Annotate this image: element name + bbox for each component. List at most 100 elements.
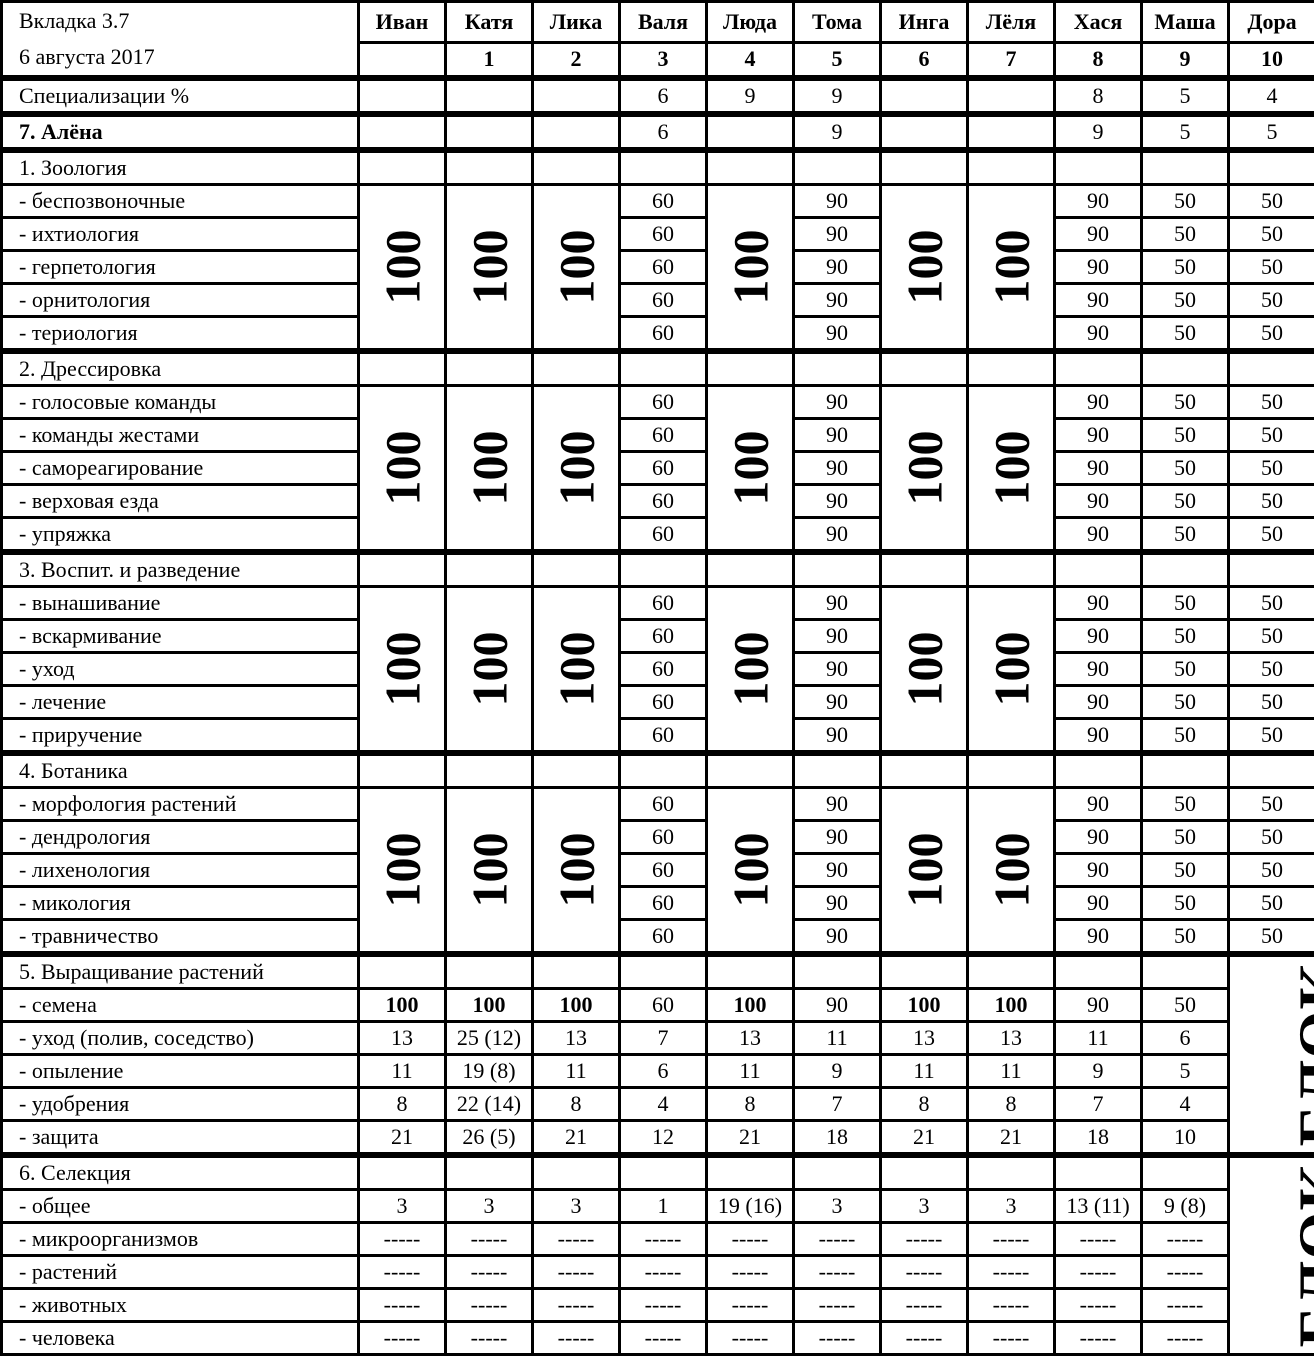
value-cell: 8	[531, 1086, 621, 1122]
value-cell: 9	[705, 75, 795, 116]
value-cell: 60	[618, 684, 708, 720]
value-cell: 8	[705, 1086, 795, 1122]
value-cell: 6	[1140, 1020, 1230, 1056]
value-cell: -----	[966, 1254, 1056, 1290]
value-cell: 3	[879, 1188, 969, 1224]
section-header-row: 3. Воспит. и разведение	[0, 549, 1314, 588]
value-cell: 90	[1053, 483, 1143, 519]
empty-cell	[444, 750, 534, 789]
value-cell: 1	[618, 1188, 708, 1224]
merged-value-cell: 100	[531, 585, 621, 755]
empty-cell	[966, 750, 1056, 789]
value-cell: 21	[531, 1119, 621, 1157]
rotated-value: 100	[374, 229, 430, 305]
value-cell: 90	[792, 516, 882, 554]
merged-value-cell: 100	[357, 585, 447, 755]
value-cell: 60	[618, 618, 708, 654]
value-cell: 8	[966, 1086, 1056, 1122]
value-cell: -----	[879, 1254, 969, 1290]
rotated-value: 100	[548, 229, 604, 305]
item-label: - голосовые команды	[0, 384, 360, 420]
item-label: - самореагирование	[0, 450, 360, 486]
header-row-numbers: 1 2 3 4 5 6 7 8 9 10	[2, 40, 1314, 80]
rotated-value: 100	[374, 832, 430, 908]
date: 6 августа 2017	[19, 44, 155, 69]
section-title: 6. Селекция	[0, 1152, 360, 1191]
value-cell: -----	[531, 1254, 621, 1290]
column-name: Дора	[1227, 0, 1314, 44]
value-cell: 13	[879, 1020, 969, 1056]
value-cell: 90	[792, 483, 882, 519]
value-cell: -----	[444, 1221, 534, 1257]
value-cell: 50	[1227, 216, 1314, 252]
merged-value-cell: 100	[966, 384, 1056, 554]
merged-value-cell: 100	[531, 384, 621, 554]
value-cell: 50	[1227, 249, 1314, 285]
value-cell: 13	[966, 1020, 1056, 1056]
empty-cell	[1140, 348, 1230, 387]
section-item-row: - удобрения 8 22 (14) 8 4 8 7 8 8 7 4	[0, 1086, 1314, 1122]
value-cell: 50	[1227, 516, 1314, 554]
section-item-row: - уход 60 90 90 50 50	[0, 651, 1314, 687]
item-label: - микроорганизмов	[0, 1221, 360, 1257]
value-cell: -----	[705, 1320, 795, 1356]
value-cell: 90	[792, 384, 882, 420]
section-header-row: 6. Селекция БЛОК	[0, 1152, 1314, 1356]
spec-row: Специализации % 6 9 9 8 5 4	[0, 75, 1314, 116]
empty-cell	[879, 951, 969, 990]
section-item-row: - упряжка 60 90 90 50 50	[0, 516, 1314, 554]
value-cell: 50	[1227, 819, 1314, 855]
column-name: Лёля	[966, 0, 1056, 44]
section-item-row: - орнитология 60 90 90 50 50	[0, 282, 1314, 318]
value-cell	[879, 75, 969, 116]
value-cell: 90	[792, 717, 882, 755]
value-cell: 50	[1140, 450, 1230, 486]
value-cell	[357, 111, 447, 152]
value-cell: 21	[879, 1119, 969, 1157]
value-cell: 3	[357, 1188, 447, 1224]
section-item-row: - микроорганизмов ----- ----- ----- ----- ---…	[0, 1221, 1314, 1257]
item-label: - лихенология	[0, 852, 360, 888]
value-cell: 18	[1053, 1119, 1143, 1157]
value-cell: 90	[792, 918, 882, 956]
value-cell: 50	[1140, 585, 1230, 621]
value-cell: 60	[618, 651, 708, 687]
item-label: - животных	[0, 1287, 360, 1323]
value-cell	[879, 111, 969, 152]
value-cell: 60	[618, 417, 708, 453]
empty-cell	[618, 549, 708, 588]
empty-cell	[792, 750, 882, 789]
value-cell: 5	[1140, 1053, 1230, 1089]
value-cell: 6	[618, 111, 708, 152]
block-cell: БЛОК	[1227, 951, 1314, 1157]
item-label: - человека	[0, 1320, 360, 1356]
value-cell: 60	[618, 249, 708, 285]
merged-value-cell: 100	[705, 384, 795, 554]
value-cell: 90	[1053, 315, 1143, 353]
empty-cell	[705, 348, 795, 387]
value-cell: 50	[1140, 618, 1230, 654]
value-cell: 60	[618, 315, 708, 353]
value-cell: 4	[618, 1086, 708, 1122]
value-cell: 50	[1227, 183, 1314, 219]
merged-value-cell: 100	[444, 183, 534, 353]
value-cell: 90	[1053, 987, 1143, 1023]
item-label: - растений	[0, 1254, 360, 1290]
section-title: 4. Ботаника	[0, 750, 360, 789]
value-cell: 60	[618, 918, 708, 956]
empty-cell	[444, 1152, 534, 1191]
value-cell: 50	[1227, 918, 1314, 956]
value-cell: 100	[879, 987, 969, 1023]
item-label: - приручение	[0, 717, 360, 755]
empty-cell	[966, 348, 1056, 387]
empty-cell	[531, 549, 621, 588]
section-item-row: - голосовые команды 100 100 100 60 100 90 100 10…	[0, 384, 1314, 554]
value-cell: 90	[1053, 282, 1143, 318]
value-cell: 50	[1140, 684, 1230, 720]
value-cell: 90	[792, 183, 882, 219]
section-header-row: 5. Выращивание растений БЛОК	[0, 951, 1314, 1157]
section-item-row: - ихтиология 60 90 90 50 50	[0, 216, 1314, 252]
value-cell: 11	[879, 1053, 969, 1089]
value-cell: 90	[792, 618, 882, 654]
